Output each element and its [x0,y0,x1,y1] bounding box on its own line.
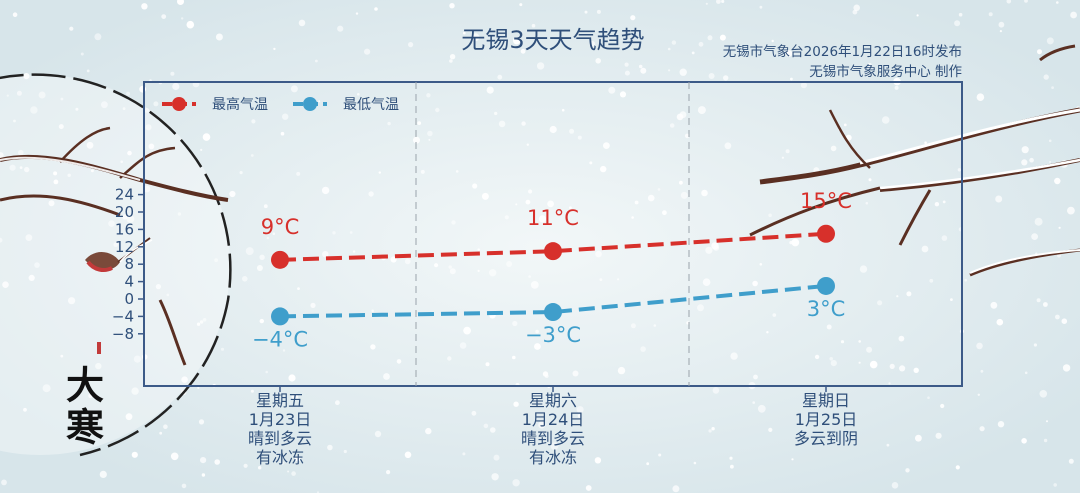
x-category-label: 星期日 [802,391,850,410]
y-tick-label: 4 [124,273,134,291]
x-category-label: 有冰冻 [256,448,304,467]
data-label: 15°C [800,189,852,213]
x-category-label: 1月24日 [522,410,585,429]
legend-label-high: 最高气温 [212,96,268,113]
legend-label-low: 最低气温 [343,97,399,113]
data-point [544,303,562,322]
data-label: 11°C [527,206,579,230]
source-line-1: 无锡市气象台2026年1月22日16时发布 [723,43,962,60]
x-category-label: 星期五 [256,391,304,410]
badge-text: 大寒 [60,365,105,449]
data-point [271,307,289,326]
x-category-label: 星期六 [529,391,577,410]
data-label: −4°C [252,327,308,351]
data-point [817,276,835,295]
y-tick-label: 24 [115,186,134,204]
grid-lines [415,82,690,386]
y-tick-label: 16 [115,220,134,238]
dahan-solar-term-badge: 大寒 [60,342,105,449]
x-category-label: 多云到阴 [794,429,858,448]
data-point [817,224,835,243]
data-point [271,250,289,269]
y-tick-label: −4 [112,307,134,325]
y-tick-label: 0 [124,290,134,308]
chart-title: 无锡3天天气趋势 [461,26,644,54]
x-category-label: 1月25日 [795,410,858,429]
data-label: 9°C [261,215,300,239]
y-tick-label: 20 [115,203,134,221]
winter-scene-illustration [0,73,232,457]
x-category-label: 1月23日 [249,410,312,429]
snowy-branch-illustration [749,44,1080,277]
legend: 最高气温 最低气温 [162,96,399,113]
x-axis-categories: 星期五1月23日晴到多云有冰冻星期六1月24日晴到多云有冰冻星期日1月25日多云… [248,386,858,467]
data-point [544,242,562,261]
y-tick-label: 12 [115,238,134,256]
y-tick-label: 8 [124,255,134,273]
y-tick-label: −8 [112,325,134,343]
x-category-label: 有冰冻 [529,448,577,467]
data-label: −3°C [525,323,581,347]
data-label: 3°C [807,297,846,321]
source-line-2: 无锡市气象服务中心 制作 [809,63,962,80]
x-category-label: 晴到多云 [248,429,312,448]
series-layer: 9°C 11°C 15°C −4°C −3°C 3°C [252,189,852,352]
x-category-label: 晴到多云 [521,429,585,448]
